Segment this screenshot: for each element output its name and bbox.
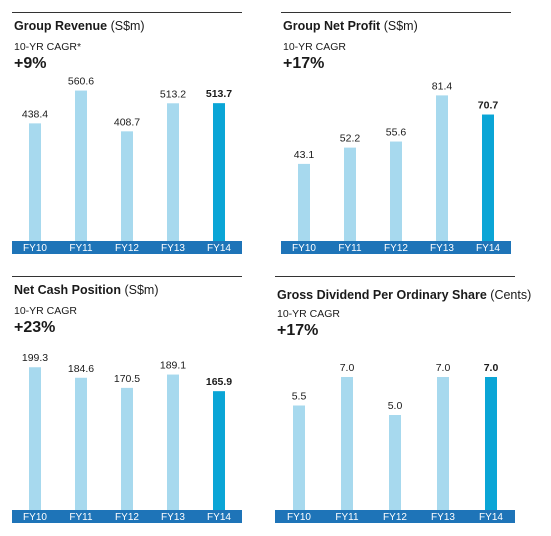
x-tick-label-fy10: FY10 [23,243,47,254]
data-label-fy13: 513.2 [160,88,186,100]
cagr-label: 10-YR CAGR* [14,41,82,53]
x-tick-label-fy11: FY11 [338,243,362,254]
x-tick-label-fy11: FY11 [335,512,359,523]
bar-chart: 43.1 FY10 52.2 FY11 55.6 FY12 81.4 FY13 70.7 FY14 [281,80,511,254]
panel-gross-dividend: Gross Dividend Per Ordinary Share (Cents… [275,276,531,524]
x-tick-label-fy13: FY13 [161,512,185,523]
x-tick-label-fy12: FY12 [115,243,139,254]
bar-fy13 [436,95,448,241]
cagr-value: +17% [277,322,319,339]
cagr-label: 10-YR CAGR [14,305,78,317]
data-label-fy12: 408.7 [114,116,140,128]
data-label-fy12: 5.0 [388,400,403,412]
bar-fy13 [437,377,449,510]
bar-fy11 [75,90,87,242]
bar-fy13 [167,374,179,510]
panel-group-net-profit: Group Net Profit (S$m) 10-YR CAGR +17% 4… [281,12,511,254]
chart-title: Net Cash Position (S$m) [14,283,158,297]
bar-fy14 [482,114,494,241]
x-axis-band [281,241,511,254]
data-label-fy11: 7.0 [340,362,355,374]
bar-fy13 [167,103,179,241]
chart-title: Group Revenue (S$m) [14,19,145,33]
data-label-fy14: 7.0 [484,362,499,374]
bar-fy12 [121,131,133,241]
x-tick-label-fy14: FY14 [479,512,503,523]
panel-divider [12,12,242,13]
chart-title-text: Group Net Profit [283,19,381,33]
x-tick-label-fy14: FY14 [207,243,231,254]
bar-chart: 199.3 FY10 184.6 FY11 170.5 FY12 189.1 FY13 165.… [12,352,242,523]
panel-divider [12,276,242,277]
x-tick-label-fy13: FY13 [431,512,455,523]
cagr-label: 10-YR CAGR [283,41,347,53]
panel-group-revenue: Group Revenue (S$m) 10-YR CAGR* +9% 438.… [12,12,242,254]
data-label-fy10: 5.5 [292,391,307,403]
chart-title: Gross Dividend Per Ordinary Share (Cents… [277,288,531,302]
bar-fy12 [389,415,401,510]
chart-title-unit: (Cents) [490,288,532,302]
x-tick-label-fy13: FY13 [161,243,185,254]
data-label-fy12: 55.6 [386,127,407,139]
panel-divider [281,12,511,13]
x-tick-label-fy10: FY10 [287,512,311,523]
bar-fy10 [29,123,41,241]
bar-chart: 438.4 FY10 560.6 FY11 408.7 FY12 513.2 FY13 513.… [12,76,242,254]
cagr-value: +9% [14,55,47,72]
cagr-label: 10-YR CAGR [277,308,341,320]
data-label-fy14: 513.7 [206,88,232,100]
data-label-fy10: 199.3 [22,352,48,364]
bar-fy14 [485,377,497,510]
x-tick-label-fy12: FY12 [383,512,407,523]
bar-fy11 [341,377,353,510]
bar-chart: 5.5 FY10 7.0 FY11 5.0 FY12 7.0 FY13 7.0 FY14 [275,362,515,523]
x-tick-label-fy10: FY10 [292,243,316,254]
chart-title-text: Net Cash Position [14,283,121,297]
x-axis-band [275,510,515,523]
data-label-fy11: 560.6 [68,76,94,88]
chart-title-unit: (S$m) [110,19,145,33]
x-tick-label-fy10: FY10 [23,512,47,523]
chart-title-text: Group Revenue [14,19,108,33]
bar-fy14 [213,391,225,510]
panel-net-cash-position: Net Cash Position (S$m) 10-YR CAGR +23% … [12,276,242,524]
bar-fy12 [121,387,133,510]
data-label-fy13: 81.4 [432,80,453,92]
data-label-fy14: 70.7 [478,100,499,112]
x-tick-label-fy14: FY14 [476,243,500,254]
data-label-fy13: 7.0 [436,362,451,374]
bar-fy11 [75,377,87,510]
x-axis-band [12,510,242,523]
bar-fy11 [344,147,356,241]
panel-divider [275,276,515,277]
bar-fy10 [298,163,310,241]
data-label-fy11: 184.6 [68,363,94,375]
data-label-fy13: 189.1 [160,360,186,372]
x-tick-label-fy11: FY11 [69,512,93,523]
bar-fy12 [390,141,402,241]
x-tick-label-fy13: FY13 [430,243,454,254]
x-axis-band [12,241,242,254]
chart-title-unit: (S$m) [383,19,418,33]
bar-fy10 [293,405,305,510]
x-tick-label-fy12: FY12 [384,243,408,254]
data-label-fy12: 170.5 [114,373,140,385]
cagr-value: +23% [14,319,56,336]
chart-title-unit: (S$m) [124,283,159,297]
x-tick-label-fy12: FY12 [115,512,139,523]
data-label-fy10: 438.4 [22,108,48,120]
chart-title-text: Gross Dividend Per Ordinary Share [277,288,487,302]
x-tick-label-fy14: FY14 [207,512,231,523]
x-tick-label-fy11: FY11 [69,243,93,254]
chart-title: Group Net Profit (S$m) [283,19,418,33]
bar-fy14 [213,103,225,241]
cagr-value: +17% [283,55,325,72]
data-label-fy11: 52.2 [340,133,361,145]
data-label-fy10: 43.1 [294,149,315,161]
data-label-fy14: 165.9 [206,376,232,388]
bar-fy10 [29,367,41,510]
